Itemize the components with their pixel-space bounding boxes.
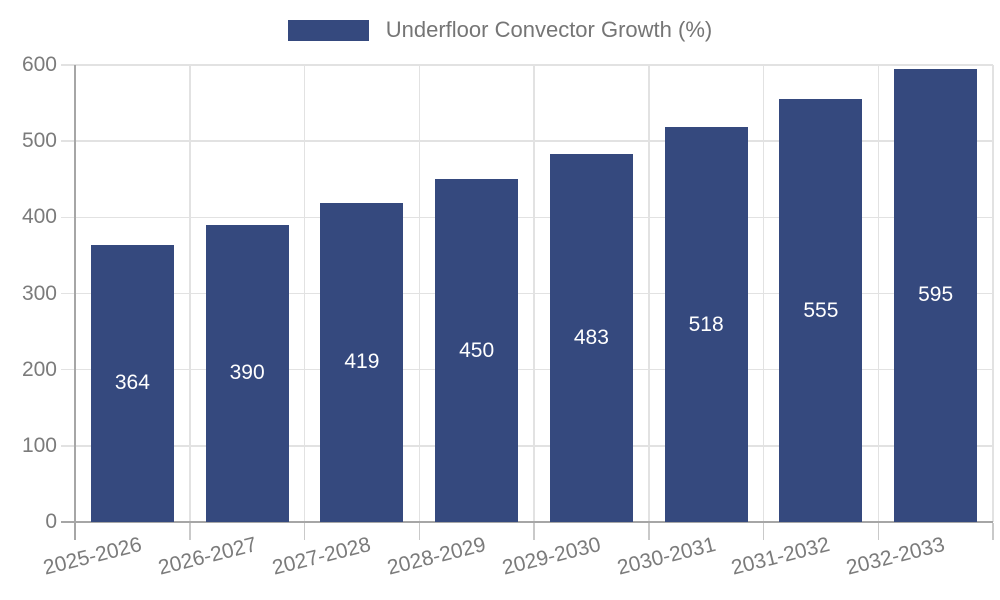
y-tick — [61, 140, 75, 142]
bar: 555 — [779, 99, 863, 522]
bar: 419 — [320, 202, 404, 522]
right-spine — [992, 65, 994, 522]
bar-value-label: 390 — [229, 361, 265, 385]
x-tick — [992, 523, 994, 540]
bar-value-label: 483 — [573, 326, 609, 350]
x-tick-label: 2028-2029 — [385, 533, 489, 580]
gridline-v — [533, 65, 535, 522]
x-tick — [877, 523, 879, 540]
legend: Underfloor Convector Growth (%) — [0, 17, 1000, 43]
y-tick-label: 400 — [21, 205, 57, 229]
y-tick-label: 500 — [21, 129, 57, 153]
y-tick — [61, 216, 75, 219]
bar: 518 — [664, 127, 748, 522]
y-tick-label: 600 — [21, 53, 57, 76]
x-tick-label: 2030-2031 — [614, 533, 718, 580]
legend-label: Underfloor Convector Growth (%) — [385, 17, 713, 42]
gridline-v — [418, 65, 420, 522]
y-tick-label: 100 — [21, 433, 57, 457]
y-tick — [61, 64, 75, 66]
gridline-v — [877, 65, 879, 522]
y-tick-label: 300 — [21, 281, 57, 305]
x-tick-label: 2032-2033 — [844, 533, 948, 580]
x-tick-label: 2026-2027 — [155, 533, 259, 580]
x-tick-label: 2031-2032 — [729, 533, 833, 580]
legend-swatch — [287, 19, 369, 41]
bar-value-label: 518 — [688, 312, 724, 336]
y-tick-label: 200 — [21, 357, 57, 381]
gridline-v — [189, 65, 191, 522]
x-tick — [189, 523, 191, 540]
x-tick-label: 2029-2030 — [499, 533, 603, 580]
x-tick — [303, 523, 306, 540]
y-tick — [61, 445, 75, 447]
bar-value-label: 450 — [459, 338, 495, 362]
x-tick-label: 2025-2026 — [40, 533, 144, 580]
y-tick-label: 0 — [45, 510, 57, 533]
bar: 390 — [205, 224, 289, 522]
bar-value-label: 419 — [344, 350, 380, 374]
x-tick — [533, 523, 535, 540]
x-tick — [648, 523, 650, 540]
x-tick-label: 2027-2028 — [270, 533, 374, 580]
y-axis-line — [74, 65, 76, 540]
x-axis-line — [61, 521, 993, 523]
bar-value-label: 595 — [918, 283, 954, 307]
bar: 364 — [90, 244, 174, 522]
y-tick — [61, 368, 75, 371]
bar: 483 — [549, 154, 633, 522]
gridline-v — [648, 65, 650, 522]
y-tick — [61, 292, 75, 295]
bar-value-label: 364 — [114, 371, 150, 395]
gridline-v — [303, 65, 306, 522]
gridline-v — [762, 65, 765, 522]
bar: 595 — [894, 68, 978, 522]
x-tick — [762, 523, 765, 540]
bar: 450 — [435, 179, 519, 522]
bar-value-label: 555 — [803, 298, 839, 322]
x-tick — [418, 523, 420, 540]
